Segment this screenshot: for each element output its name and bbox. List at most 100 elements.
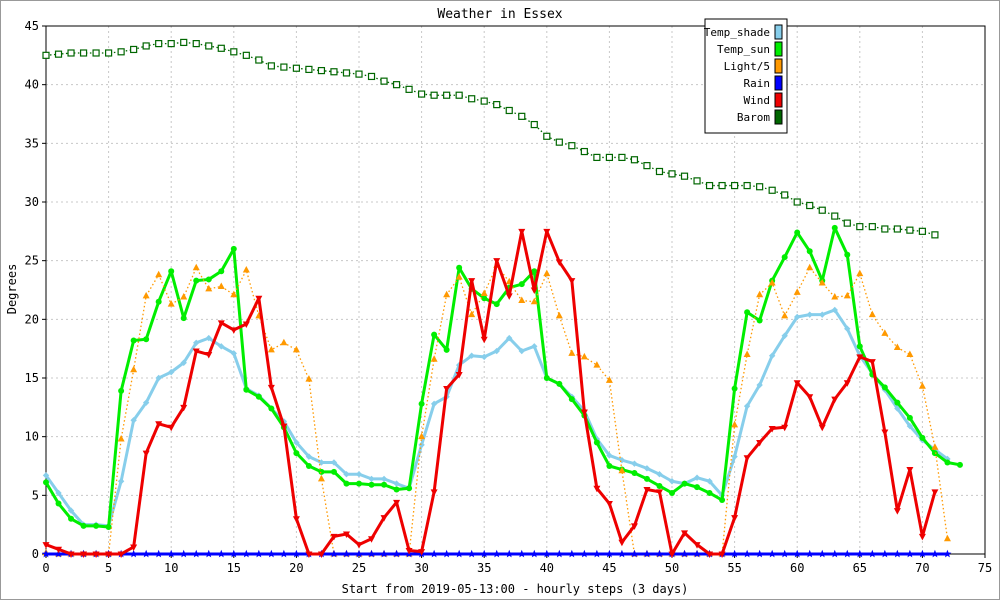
- data-point-rain: [617, 549, 626, 558]
- data-point-wind: [480, 336, 488, 344]
- data-point-wind: [856, 354, 864, 361]
- data-point-barom: [655, 167, 664, 176]
- data-point-light-5: [731, 420, 739, 428]
- data-point-barom: [54, 50, 63, 58]
- data-point-temp-sun: [493, 301, 500, 308]
- data-point-rain: [129, 549, 138, 558]
- data-point-temp-sun: [944, 459, 951, 466]
- data-point-wind: [630, 523, 638, 530]
- x-tick-label: 50: [665, 561, 679, 575]
- y-tick-label: 30: [25, 195, 39, 209]
- data-point-barom: [718, 181, 726, 190]
- data-point-rain: [642, 549, 651, 558]
- data-point-temp-sun: [381, 481, 388, 488]
- data-point-temp-sun: [356, 480, 362, 487]
- data-point-barom: [918, 227, 927, 235]
- data-point-barom: [580, 147, 588, 156]
- data-point-light-5: [292, 345, 300, 353]
- x-tick-label: 15: [227, 561, 241, 575]
- data-point-rain: [229, 549, 238, 558]
- data-point-wind: [893, 508, 901, 515]
- data-point-temp-shade: [819, 311, 826, 318]
- data-point-barom: [242, 51, 250, 59]
- data-point-barom: [806, 201, 814, 210]
- data-point-light-5: [468, 310, 476, 318]
- data-point-temp-sun: [193, 277, 200, 284]
- data-point-temp-sun: [531, 268, 538, 275]
- x-tick-label: 45: [602, 561, 616, 575]
- x-tick-label: 25: [352, 561, 366, 575]
- x-tick-label: 75: [978, 561, 992, 575]
- data-point-temp-shade: [368, 475, 375, 483]
- data-point-wind: [781, 424, 789, 432]
- data-point-temp-shade: [205, 334, 212, 342]
- data-point-rain: [818, 549, 827, 558]
- data-point-light-5: [142, 291, 150, 299]
- data-point-wind: [756, 440, 764, 447]
- data-point-barom: [818, 206, 826, 214]
- x-tick-label: 30: [414, 561, 428, 575]
- data-point-light-5: [781, 311, 789, 319]
- data-point-light-5: [180, 293, 188, 300]
- data-point-temp-sun: [43, 479, 49, 486]
- data-point-temp-sun: [543, 375, 550, 381]
- x-tick-label: 5: [105, 561, 112, 575]
- data-point-wind: [155, 421, 163, 428]
- data-point-barom: [781, 191, 789, 199]
- data-point-barom: [230, 48, 238, 56]
- data-point-rain: [329, 549, 338, 558]
- data-point-temp-sun: [143, 336, 150, 343]
- series-layer: [42, 38, 963, 558]
- data-point-temp-sun: [568, 396, 575, 403]
- data-point-temp-shade: [55, 489, 62, 497]
- data-point-barom: [392, 81, 401, 89]
- data-point-light-5: [580, 352, 588, 360]
- data-point-rain: [242, 549, 251, 558]
- legend-label-wind: Wind: [744, 94, 771, 107]
- data-point-barom: [280, 63, 288, 71]
- data-point-wind: [530, 287, 538, 294]
- data-point-temp-shade: [293, 439, 300, 446]
- data-point-temp-sun: [831, 224, 838, 231]
- data-point-barom: [92, 49, 100, 57]
- data-point-rain: [279, 549, 288, 558]
- data-point-rain: [630, 549, 639, 558]
- data-point-light-5: [906, 350, 914, 358]
- series-line-barom: [45, 41, 936, 236]
- data-point-temp-sun: [118, 387, 125, 394]
- x-tick-label: 55: [727, 561, 741, 575]
- data-point-light-5: [305, 375, 313, 382]
- legend-label-light-5: Light/5: [724, 60, 770, 73]
- data-point-temp-sun: [418, 400, 425, 407]
- data-point-barom: [430, 91, 438, 99]
- data-point-wind: [768, 425, 776, 433]
- data-point-wind: [443, 386, 451, 393]
- y-tick-label: 45: [25, 19, 39, 33]
- data-point-wind: [668, 551, 676, 558]
- data-point-wind: [505, 293, 513, 300]
- data-point-temp-sun: [180, 315, 187, 322]
- data-point-barom: [305, 65, 313, 74]
- x-tick-label: 20: [289, 561, 303, 575]
- data-point-rain: [154, 549, 163, 558]
- x-tick-label: 65: [853, 561, 867, 575]
- data-point-wind: [305, 551, 313, 558]
- x-tick-label: 60: [790, 561, 804, 575]
- data-point-temp-sun: [781, 254, 788, 261]
- data-point-rain: [455, 549, 464, 558]
- y-tick-label: 10: [25, 430, 39, 444]
- data-point-light-5: [793, 288, 801, 295]
- data-point-temp-sun: [669, 489, 675, 496]
- data-point-rain: [204, 549, 213, 558]
- data-point-wind: [731, 515, 739, 522]
- data-point-rain: [542, 549, 551, 558]
- series-line-wind: [45, 229, 937, 556]
- data-point-barom: [330, 68, 338, 76]
- x-axis-label: Start from 2019-05-13:00 - hourly steps …: [342, 582, 689, 596]
- data-point-rain: [267, 549, 276, 558]
- legend-label-rain: Rain: [744, 77, 771, 90]
- data-point-light-5: [768, 278, 776, 286]
- data-point-temp-shade: [168, 368, 175, 376]
- data-point-barom: [42, 51, 50, 59]
- series-line-temp-sun: [44, 226, 961, 529]
